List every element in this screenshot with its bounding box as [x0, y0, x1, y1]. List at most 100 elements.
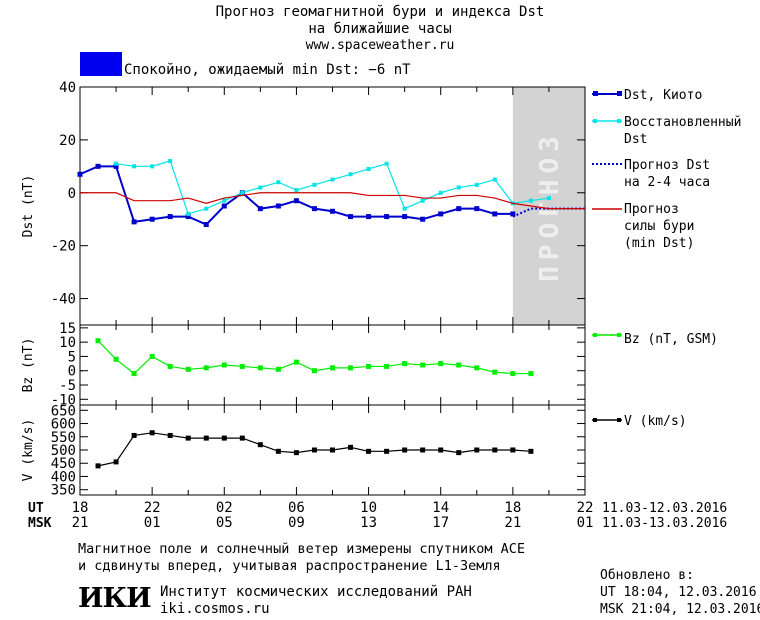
data-point	[258, 185, 263, 190]
data-point	[510, 211, 516, 217]
y-tick-label: -40	[51, 292, 76, 308]
legend-v-marker	[593, 418, 597, 422]
y-tick-label: 20	[59, 133, 76, 149]
dst-y-label: Dst (nT)	[21, 175, 36, 238]
data-point	[204, 206, 209, 211]
data-point	[330, 177, 335, 182]
legend-restored-marker	[593, 119, 597, 123]
data-point	[293, 359, 299, 365]
data-point	[528, 371, 534, 377]
data-point	[492, 177, 497, 182]
legend-kyoto-marker	[617, 91, 622, 96]
ut-tick-label: 22	[144, 500, 161, 516]
data-point	[492, 211, 498, 217]
data-point	[275, 203, 281, 209]
data-point	[474, 182, 479, 187]
data-point	[149, 216, 155, 222]
msk-tick-label: 05	[216, 515, 233, 531]
y-tick-label: 550	[51, 430, 76, 446]
ut-tick-label: 14	[432, 500, 449, 516]
data-point	[221, 435, 227, 441]
legend-kyoto-marker	[593, 91, 598, 96]
y-tick-label: 5	[68, 349, 76, 365]
legend-bz-label: Bz (nT, GSM)	[624, 332, 718, 347]
legend-v-marker	[617, 418, 621, 422]
data-point	[384, 161, 389, 166]
msk-tick-label: 09	[288, 515, 305, 531]
legend-bz-marker	[617, 333, 621, 337]
data-point	[510, 447, 516, 453]
data-point	[221, 362, 227, 368]
data-point	[420, 216, 426, 222]
y-tick-label: 500	[51, 443, 76, 459]
legend-restored-label-2: Dst	[624, 132, 647, 147]
data-point	[438, 211, 444, 217]
data-point	[240, 190, 245, 195]
msk-tick-label: 13	[360, 515, 377, 531]
dst-series-group	[77, 159, 585, 228]
data-point	[546, 196, 551, 201]
ut-tick-label: 02	[216, 500, 233, 516]
data-point	[456, 206, 462, 212]
data-point	[402, 206, 407, 211]
data-point	[293, 198, 299, 204]
y-tick-label: -10	[51, 392, 76, 408]
y-tick-label: 650	[51, 403, 76, 419]
msk-date-range: 11.03-13.03.2016	[602, 516, 727, 531]
updated-ut: UT 18:04, 12.03.2016	[600, 585, 757, 600]
data-point	[293, 450, 299, 456]
dst-panel-frame	[79, 86, 586, 326]
data-point	[366, 166, 371, 171]
data-point	[474, 206, 480, 212]
y-tick-label: 40	[59, 80, 76, 96]
data-point	[420, 362, 426, 368]
data-point	[257, 206, 263, 212]
y-tick-label: 0	[68, 364, 76, 380]
y-tick-label: 15	[59, 321, 76, 337]
data-point	[420, 447, 426, 453]
data-point	[95, 338, 101, 344]
institute-site[interactable]: iki.cosmos.ru	[160, 601, 270, 617]
ut-date-range: 11.03-12.03.2016	[602, 501, 727, 516]
data-point	[131, 219, 137, 225]
status-color-box	[80, 52, 122, 76]
data-point	[348, 444, 354, 450]
data-point	[168, 159, 173, 164]
data-point	[149, 430, 155, 436]
ut-tick-label: 18	[72, 500, 89, 516]
legend-restored-label-1: Восстановленный	[624, 115, 741, 130]
updated-label: Обновлено в:	[600, 568, 694, 583]
data-point	[438, 361, 444, 367]
data-point	[239, 435, 245, 441]
data-point	[420, 198, 425, 203]
source-site[interactable]: www.spaceweather.ru	[305, 38, 455, 53]
data-point	[311, 368, 317, 374]
msk-tick-label: 01	[577, 515, 594, 531]
v-y-label: V (km/s)	[21, 419, 36, 482]
data-point	[438, 190, 443, 195]
bz-y-label: Bz (nT)	[21, 338, 36, 393]
legend-forecast-label-2: на 2-4 часа	[624, 175, 710, 190]
data-point	[95, 463, 101, 469]
data-point	[113, 163, 119, 169]
data-point	[402, 214, 408, 220]
data-point	[510, 371, 516, 377]
data-point	[131, 371, 137, 377]
y-tick-label: 600	[51, 417, 76, 433]
data-point	[222, 198, 227, 203]
legend-storm-label-1: Прогноз	[624, 202, 679, 217]
data-point	[330, 208, 335, 214]
data-point	[456, 185, 461, 190]
data-point	[167, 214, 173, 220]
y-tick-label: 0	[68, 186, 76, 202]
chart-title-line2: на ближайшие часы	[308, 21, 452, 37]
data-point	[150, 164, 155, 169]
data-point	[167, 432, 173, 438]
data-point	[203, 222, 209, 228]
data-point	[239, 363, 245, 369]
series-line	[80, 192, 585, 210]
data-point	[348, 365, 354, 371]
data-point	[257, 442, 263, 448]
legend-storm-label-3: (min Dst)	[624, 236, 694, 251]
